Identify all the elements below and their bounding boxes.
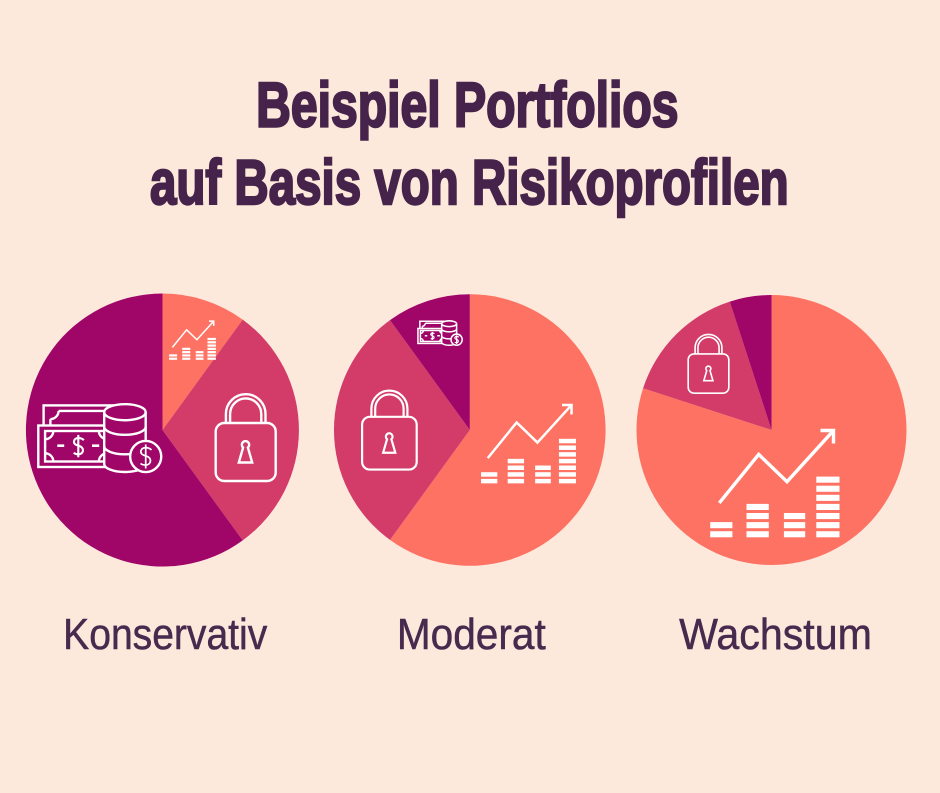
svg-text:Moderat: Moderat	[397, 610, 546, 659]
svg-text:Konservativ: Konservativ	[63, 609, 267, 659]
svg-text:Beispiel Portfolios: Beispiel Portfolios	[256, 69, 678, 140]
svg-text:Wachstum: Wachstum	[679, 610, 872, 660]
svg-text:auf Basis von Risikoprofilen: auf Basis von Risikoprofilen	[150, 146, 789, 217]
